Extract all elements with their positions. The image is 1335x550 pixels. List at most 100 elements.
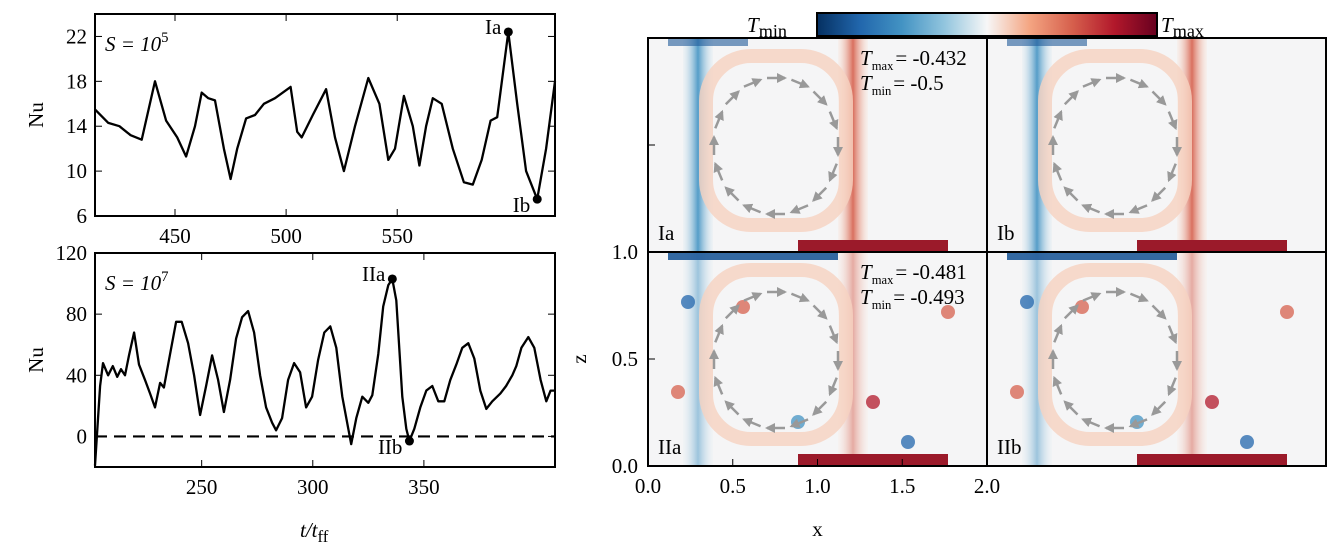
hot-layer (1137, 240, 1287, 252)
annotation-main: S = 10 (105, 32, 162, 56)
colorbar-max-label-main: T (1161, 13, 1174, 37)
tmax-annotation-sub: max (872, 273, 894, 287)
cold-layer (1007, 38, 1087, 46)
hot-layer (1137, 454, 1287, 466)
flow-arrow (724, 304, 740, 320)
flow-arrow (1129, 78, 1149, 89)
x-tick-label: 500 (270, 224, 302, 248)
y-tick-label: 22 (66, 24, 87, 48)
flow-arrow (1081, 203, 1101, 214)
flow-arrow (713, 161, 724, 181)
y-tick-label: 14 (66, 114, 88, 138)
y-tick-label: 80 (66, 302, 87, 326)
y-tick-label: 0 (77, 424, 88, 448)
tmin-annotation-sub: min (872, 84, 892, 98)
point-label: IIb (378, 435, 403, 459)
heatmap-panel (647, 37, 988, 253)
eddy (681, 295, 695, 309)
flow-arrow (812, 304, 828, 320)
flow-arrow (1167, 111, 1178, 131)
flow-arrow (1053, 323, 1063, 343)
tmin-annotation-sub: min (872, 298, 892, 312)
tmax-annotation-main: T (860, 46, 873, 70)
heatmap-panel (986, 251, 1327, 467)
flow-arrow (1081, 417, 1101, 428)
y-tick-label: 18 (66, 69, 87, 93)
tmin-annotation: Tmin= -0.493 (860, 285, 965, 312)
flow-arrow (742, 203, 762, 214)
flow-arrow (714, 109, 724, 129)
y-axis-label: Nu (24, 102, 48, 128)
plot-frame (94, 252, 556, 468)
hot-layer (798, 454, 948, 466)
tmax-annotation-sub: max (872, 59, 894, 73)
tmin-annotation-main: T (860, 285, 873, 309)
x-tick-label: 0.5 (720, 474, 746, 498)
flow-arrow (828, 111, 839, 131)
tmax-annotation: Tmax= -0.481 (860, 260, 967, 287)
tmin-annotation: Tmin= -0.5 (860, 71, 944, 98)
flow-arrow (1128, 418, 1148, 428)
x-axis-label-sub: ff (318, 527, 329, 546)
x-axis-label-main: t/t (300, 518, 319, 542)
flow-arrow (828, 325, 839, 345)
flow-arrow (713, 375, 724, 395)
y-tick-label: 0.5 (612, 347, 638, 371)
y-axis-label: z (567, 354, 591, 363)
circulation (1038, 49, 1192, 232)
eddy (1010, 385, 1024, 399)
y-tick-label: 120 (56, 241, 88, 265)
circulation (699, 263, 853, 446)
y-tick-label: 1.0 (612, 240, 638, 264)
flow-arrow (1167, 377, 1177, 397)
flow-arrow (1082, 78, 1102, 88)
colorbar-min-label: Tmin (747, 13, 787, 41)
eddy (866, 395, 880, 409)
heatmap-panel (986, 37, 1327, 253)
annotation-main: S = 10 (105, 271, 162, 295)
flow-arrow (1128, 204, 1148, 214)
point-label: IIa (362, 262, 386, 286)
point-marker (387, 274, 397, 284)
flow-arrow (1052, 375, 1063, 395)
tmin-annotation-text: = -0.5 (893, 71, 943, 95)
flow-arrow (790, 78, 810, 89)
eddy (1205, 395, 1219, 409)
y-tick-label: 10 (66, 159, 87, 183)
flow-arrow (1129, 292, 1149, 303)
line (93, 277, 555, 466)
eddy (941, 305, 955, 319)
point-marker (404, 436, 414, 446)
eddy (901, 435, 915, 449)
point-marker (532, 194, 542, 204)
tmin-annotation-main: T (860, 71, 873, 95)
colorbar-max-label: Tmax (1161, 13, 1204, 41)
panel-label: Ia (658, 221, 675, 245)
heatmap-panel (647, 251, 988, 467)
circulation (699, 49, 853, 232)
colorbar-min-label-main: T (747, 13, 760, 37)
flow-arrow (743, 78, 763, 88)
flow-arrow (1167, 325, 1178, 345)
eddy (671, 385, 685, 399)
flow-arrow (1063, 90, 1079, 106)
x-tick-label: 550 (381, 224, 413, 248)
flow-arrow (743, 292, 763, 302)
flow-arrow (812, 90, 828, 106)
x-tick-label: 450 (159, 224, 191, 248)
x-tick-label: 250 (186, 475, 218, 499)
flow-arrow (812, 186, 828, 202)
x-tick-label: 350 (408, 475, 440, 499)
flow-arrow (1063, 400, 1079, 416)
annotation-sup: 7 (161, 269, 168, 285)
point-marker (503, 27, 513, 37)
tmax-annotation-text: = -0.481 (895, 260, 966, 284)
flow-arrow (1167, 163, 1177, 183)
annotation: S = 105 (105, 30, 169, 56)
x-tick-label: 2.0 (974, 474, 1000, 498)
tmin-annotation-text: = -0.493 (893, 285, 964, 309)
panel-label: Ib (997, 221, 1015, 245)
colorbar-max-label-sub: max (1173, 21, 1204, 41)
